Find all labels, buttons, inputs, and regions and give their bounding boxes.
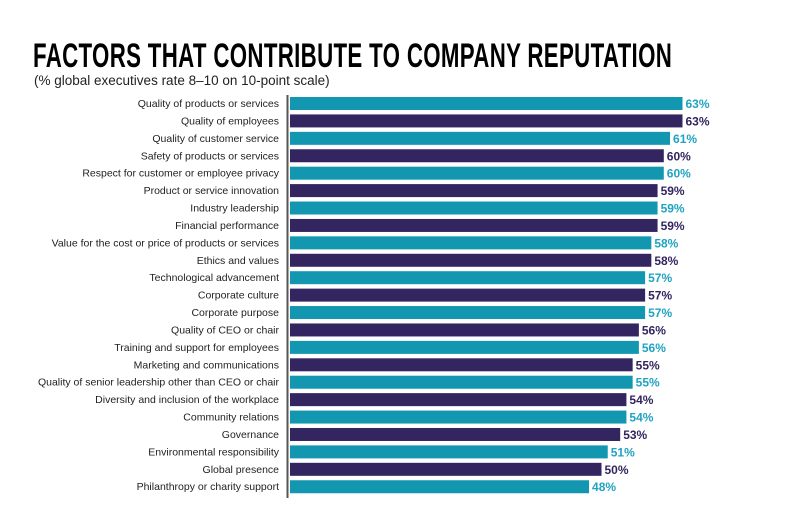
value-label: 56% [642, 341, 666, 355]
category-label: Diversity and inclusion of the workplace [95, 394, 279, 406]
category-label: Quality of employees [181, 115, 279, 127]
category-label: Quality of products or services [138, 98, 279, 110]
bar [290, 288, 646, 302]
value-label: 63% [685, 97, 709, 111]
value-label: 63% [685, 114, 709, 128]
value-label: 59% [661, 219, 685, 233]
bar [290, 236, 652, 250]
value-label: 57% [648, 289, 672, 303]
bar [290, 166, 664, 180]
category-label: Product or service innovation [144, 185, 280, 197]
bar [290, 410, 627, 424]
bar [290, 462, 602, 476]
bar [290, 201, 658, 215]
value-label: 59% [661, 202, 685, 216]
chart-title: FACTORS THAT CONTRIBUTE TO COMPANY REPUT… [33, 37, 673, 75]
category-label: Quality of CEO or chair [171, 324, 279, 336]
value-label: 50% [605, 463, 629, 477]
bar [290, 427, 621, 441]
category-label: Environmental responsibility [148, 446, 279, 458]
value-label: 60% [667, 167, 691, 181]
category-label: Quality of customer service [152, 133, 279, 145]
bar [290, 340, 639, 354]
category-label: Value for the cost or price of products … [52, 237, 279, 249]
category-label: Global presence [203, 464, 280, 476]
bar [290, 480, 590, 494]
category-label: Marketing and communications [134, 359, 279, 371]
bar [290, 375, 633, 389]
category-label: Industry leadership [190, 203, 279, 215]
chart-subtitle: (% global executives rate 8–10 on 10-poi… [34, 73, 330, 88]
bar [290, 358, 633, 372]
category-label: Training and support for employees [114, 342, 279, 354]
value-label: 59% [661, 184, 685, 198]
bar [290, 323, 639, 337]
category-label: Financial performance [175, 220, 279, 232]
value-label: 53% [623, 428, 647, 442]
category-label: Technological advancement [149, 272, 279, 284]
value-label: 57% [648, 271, 672, 285]
bar [290, 253, 652, 267]
bar [290, 97, 683, 110]
value-label: 55% [636, 358, 660, 372]
bar [290, 218, 658, 232]
category-label: Corporate culture [198, 290, 279, 302]
value-label: 51% [611, 445, 635, 459]
category-label: Respect for customer or employee privacy [82, 168, 279, 180]
value-label: 54% [629, 411, 653, 425]
value-label: 60% [667, 149, 691, 163]
value-label: 61% [673, 132, 697, 146]
value-label: 58% [654, 254, 678, 268]
value-label: 55% [636, 376, 660, 390]
bar [290, 271, 646, 285]
bar [290, 149, 664, 163]
category-label: Governance [222, 429, 279, 441]
category-label: Community relations [183, 412, 279, 424]
category-label: Safety of products or services [141, 150, 279, 162]
value-label: 57% [648, 306, 672, 320]
value-label: 54% [629, 393, 653, 407]
value-label: 48% [592, 480, 616, 494]
bar [290, 393, 627, 407]
bar [290, 306, 646, 320]
category-label: Quality of senior leadership other than … [38, 377, 280, 389]
value-label: 56% [642, 323, 666, 337]
category-label: Ethics and values [197, 255, 279, 267]
category-label: Philanthropy or charity support [137, 481, 279, 493]
bar [290, 114, 683, 128]
bar [290, 131, 671, 145]
bar [290, 445, 608, 459]
value-label: 58% [654, 236, 678, 250]
category-label: Corporate purpose [191, 307, 279, 319]
bar [290, 184, 658, 198]
